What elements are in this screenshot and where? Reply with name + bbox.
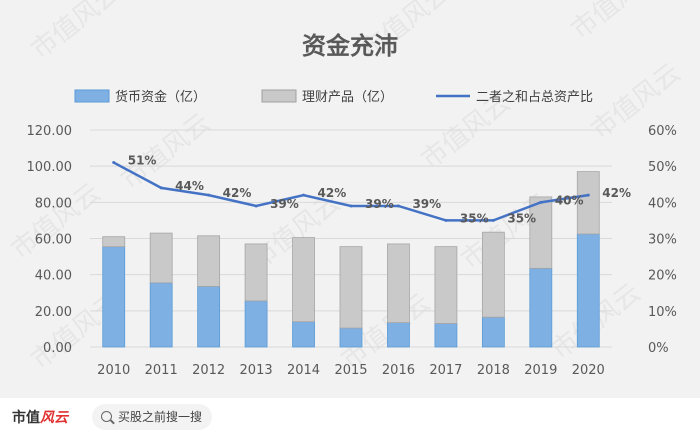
ratio-data-label: 35% (460, 211, 489, 225)
y-right-tick-label: 0% (648, 341, 669, 356)
footer-bar: 市值风云 买股之前搜一搜 (0, 398, 700, 437)
bar-wealth-2013 (244, 243, 268, 302)
bar-cash-2016 (387, 322, 410, 348)
y-left-tick-label: 80.00 (35, 196, 72, 211)
line-point (159, 186, 163, 190)
ratio-data-label: 42% (223, 186, 252, 200)
bar-wealth-2014 (292, 237, 315, 323)
legend-label-ratio: 二者之和占总资产比 (476, 90, 593, 105)
ratio-data-label: 39% (365, 197, 394, 211)
bar-cash-2017 (434, 323, 458, 348)
watermark-text: 市值风云 (6, 178, 106, 266)
search-box[interactable]: 买股之前搜一搜 (92, 404, 212, 430)
bar-cash-2019 (529, 267, 553, 348)
y-right-tick-label: 20% (648, 269, 677, 284)
y-left-tick-label: 100.00 (27, 160, 73, 175)
bar-cash-2013 (244, 300, 268, 348)
legend-label-wealth: 理财产品（亿） (302, 90, 393, 105)
x-tick-label: 2013 (240, 363, 273, 378)
brand-logo: 市值风云 (12, 410, 68, 426)
bar-cash-2011 (149, 282, 173, 348)
legend-label-cash: 货币资金（亿） (115, 89, 206, 105)
legend-swatch-cash (74, 89, 110, 103)
x-tick-label: 2017 (429, 363, 462, 378)
bar-cash-2020 (576, 233, 600, 348)
bar-cash-2010 (102, 246, 126, 348)
search-icon (101, 411, 112, 422)
y-left-tick-label: 60.00 (35, 233, 72, 248)
bar-wealth-2012 (197, 235, 221, 287)
x-tick-label: 2016 (382, 363, 415, 378)
y-left-tick-label: 20.00 (35, 305, 72, 320)
ratio-data-label: 39% (412, 197, 441, 211)
line-point (396, 204, 400, 208)
line-point (539, 200, 543, 204)
ratio-data-label: 40% (555, 193, 584, 207)
line-point (491, 218, 495, 222)
watermark-text: 市值风云 (566, 0, 666, 46)
ratio-data-label: 39% (270, 197, 299, 211)
chart-title: 资金充沛 (302, 32, 398, 60)
bar-wealth-2015 (339, 246, 363, 329)
line-point (302, 193, 306, 197)
bar-wealth-2011 (149, 232, 173, 284)
y-right-tick-label: 40% (648, 196, 677, 211)
y-right-tick-label: 10% (648, 305, 677, 320)
y-right-tick-label: 60% (648, 124, 677, 139)
search-label: 买股之前搜一搜 (118, 410, 203, 424)
bar-cash-2014 (292, 321, 315, 348)
bar-cash-2012 (197, 286, 221, 348)
ratio-data-label: 35% (507, 211, 536, 225)
line-point (112, 161, 116, 165)
line-point (444, 218, 448, 222)
ratio-data-label: 51% (128, 154, 157, 168)
x-tick-label: 2014 (287, 363, 320, 378)
bar-cash-2015 (339, 327, 363, 348)
x-tick-label: 2010 (97, 363, 130, 378)
ratio-data-label: 42% (602, 186, 631, 200)
x-tick-label: 2020 (572, 363, 605, 378)
line-point (586, 193, 590, 197)
ratio-data-label: 42% (318, 186, 347, 200)
bar-wealth-2010 (102, 236, 126, 248)
y-left-tick-label: 120.00 (27, 124, 73, 139)
y-right-tick-label: 30% (648, 233, 677, 248)
x-tick-label: 2018 (477, 363, 510, 378)
line-point (349, 204, 353, 208)
bar-wealth-2018 (481, 231, 505, 318)
bar-wealth-2016 (387, 243, 410, 323)
watermark-text: 市值风云 (26, 0, 126, 66)
x-tick-label: 2012 (192, 363, 225, 378)
line-point (207, 193, 211, 197)
bar-cash-2018 (481, 316, 505, 348)
y-left-tick-label: 40.00 (35, 269, 72, 284)
y-right-tick-label: 50% (648, 160, 677, 175)
x-tick-label: 2019 (524, 363, 557, 378)
bar-wealth-2017 (434, 246, 458, 324)
bar-wealth-2020 (576, 171, 600, 235)
legend-swatch-wealth (261, 89, 297, 103)
y-left-tick-label: 0.00 (43, 341, 72, 356)
x-tick-label: 2015 (334, 363, 367, 378)
bar-wealth-2019 (529, 196, 553, 269)
ratio-data-label: 44% (175, 179, 204, 193)
x-tick-label: 2011 (145, 363, 178, 378)
line-point (254, 204, 258, 208)
